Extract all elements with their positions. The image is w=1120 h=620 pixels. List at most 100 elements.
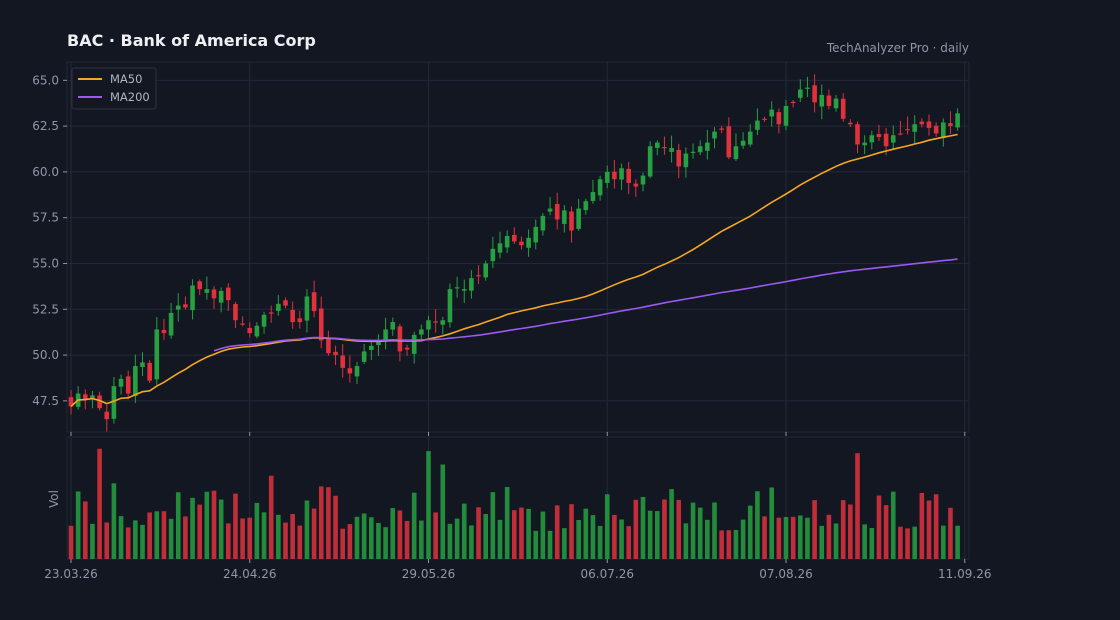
candle-body	[268, 312, 274, 314]
candle-body	[669, 148, 674, 152]
volume-bar	[583, 508, 589, 559]
volume-bar	[705, 519, 710, 559]
candle-body	[705, 142, 710, 151]
volume-bar	[540, 511, 546, 559]
y-tick-label: 47.5	[32, 394, 59, 408]
candle-body	[183, 304, 188, 308]
volume-bar	[712, 502, 717, 559]
candle-body	[111, 386, 117, 419]
volume-bar	[869, 528, 875, 559]
volume-bar	[941, 525, 946, 559]
candle-body	[397, 326, 403, 352]
volume-bar	[633, 499, 639, 559]
volume-bar	[755, 491, 760, 559]
volume-bar	[576, 519, 581, 559]
candle-body	[554, 204, 560, 220]
candle-body	[318, 308, 324, 341]
candle-body	[576, 208, 581, 229]
volume-bar	[798, 515, 803, 559]
candle-body	[733, 146, 739, 160]
volume-bar	[433, 512, 438, 559]
volume-bar	[197, 504, 202, 559]
volume-bar	[490, 492, 496, 559]
volume-bar	[819, 525, 825, 559]
volume-bar	[554, 505, 560, 559]
volume-bar	[211, 490, 217, 559]
volume-bar	[833, 523, 839, 559]
volume-bar	[290, 514, 295, 559]
volume-bar	[461, 503, 467, 559]
candle-body	[361, 351, 367, 362]
volume-bar	[719, 530, 724, 559]
candle-body	[590, 192, 596, 201]
volume-bar	[140, 524, 145, 559]
candle-body	[540, 215, 546, 231]
x-tick-label: 24.04.26	[223, 567, 276, 581]
price-gridlines	[66, 61, 970, 433]
volume-bar	[125, 527, 131, 559]
candle-body	[826, 95, 832, 106]
candle-body	[647, 146, 653, 177]
volume-bar	[161, 511, 167, 559]
volume-bar	[83, 501, 88, 559]
candle-body	[919, 121, 925, 125]
candle-body	[354, 366, 360, 377]
candle-body	[297, 318, 303, 323]
volume-bar	[190, 497, 195, 559]
chart-title: BAC · Bank of America Corp	[67, 31, 316, 50]
volume-bar	[154, 511, 160, 559]
candle-body	[204, 289, 210, 293]
candle-body	[676, 149, 682, 167]
candle-body	[276, 303, 281, 311]
candle-body	[933, 125, 939, 134]
volume-bar	[733, 529, 739, 559]
volume-bar	[805, 517, 810, 559]
candle-body	[719, 128, 724, 130]
volume-bar	[340, 528, 345, 559]
candle-body	[941, 122, 946, 138]
y-tick-label: 62.5	[32, 119, 59, 133]
candle-body	[626, 168, 631, 183]
volume-bar	[612, 514, 617, 559]
candle-body	[512, 234, 517, 242]
candle-body	[369, 345, 374, 350]
candle-body	[862, 142, 867, 146]
candle-body	[504, 236, 510, 248]
volume-bar	[68, 525, 74, 559]
volume-bar	[504, 487, 510, 559]
candle-body	[469, 278, 474, 291]
volume-bar	[397, 510, 403, 559]
volume-bar	[933, 494, 939, 559]
candle-body	[240, 323, 245, 325]
volume-bar	[318, 486, 324, 559]
candle-body	[147, 362, 152, 381]
candle-body	[197, 281, 202, 290]
volume-bar	[104, 522, 110, 559]
x-tick-label: 07.08.26	[759, 567, 812, 581]
candle-body	[190, 285, 195, 311]
volume-bar	[955, 525, 960, 559]
volume-bar	[826, 514, 832, 559]
candle-body	[697, 146, 703, 153]
candle-body	[133, 366, 138, 396]
candle-body	[547, 208, 553, 212]
candle-body	[583, 201, 589, 211]
candle-body	[955, 113, 960, 128]
volume-bar	[411, 492, 417, 559]
volume-bar	[111, 483, 117, 559]
volume-bar	[168, 518, 174, 559]
candle-body	[97, 395, 102, 409]
candle-body	[490, 248, 496, 262]
volume-bar	[426, 451, 431, 559]
candle-body	[569, 211, 574, 231]
volume-bar	[183, 516, 188, 559]
candle-body	[747, 131, 753, 145]
volume-bar	[354, 516, 360, 559]
candle-body	[683, 153, 689, 168]
y-tick-label: 55.0	[32, 256, 59, 270]
candle-body	[175, 305, 181, 310]
volume-bar	[562, 528, 567, 559]
volume-bar	[326, 487, 331, 559]
volume-bar	[240, 518, 245, 559]
candle-body	[118, 378, 124, 387]
